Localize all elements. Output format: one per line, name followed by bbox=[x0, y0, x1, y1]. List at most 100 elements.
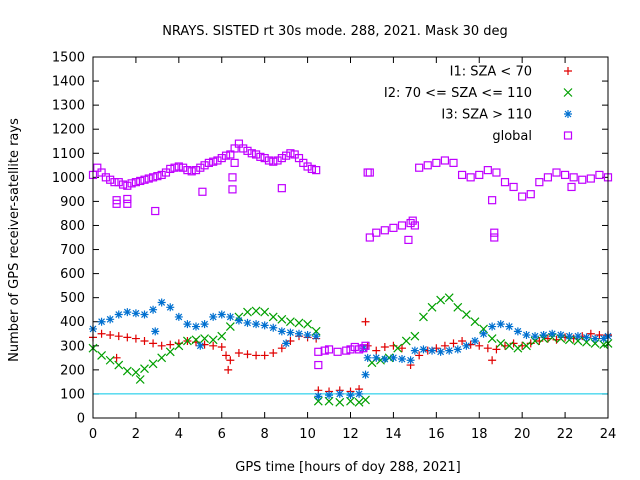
series-0-point bbox=[526, 339, 535, 348]
series-0-point bbox=[222, 351, 231, 360]
legend-marker bbox=[564, 67, 572, 75]
series-3-point bbox=[389, 223, 398, 232]
series-0-point bbox=[226, 356, 235, 365]
series-3-point bbox=[114, 178, 123, 187]
series-2-point bbox=[277, 327, 286, 336]
series-0-point bbox=[123, 333, 132, 342]
series-3-point bbox=[269, 157, 278, 166]
y-tick-label: 1000 bbox=[52, 171, 85, 186]
series-2-point bbox=[410, 346, 419, 355]
x-tick-label: 6 bbox=[218, 427, 226, 442]
y-tick-label: 500 bbox=[60, 291, 85, 306]
series-1-point bbox=[470, 317, 480, 327]
series-1-point bbox=[131, 367, 141, 377]
series-3-point bbox=[123, 181, 132, 190]
series-3-point bbox=[144, 174, 153, 183]
series-3 bbox=[88, 139, 613, 370]
series-2-point bbox=[582, 333, 591, 342]
y-tick-label: 100 bbox=[60, 387, 85, 402]
series-0-point bbox=[166, 340, 175, 349]
series-0-point bbox=[224, 365, 233, 374]
series-1-point bbox=[522, 341, 531, 351]
series-0-point bbox=[209, 341, 218, 350]
y-tick-label: 1400 bbox=[52, 75, 85, 90]
series-3-point bbox=[101, 173, 110, 182]
legend-label: I3: SZA > 110 bbox=[441, 108, 532, 123]
series-1-point bbox=[260, 307, 270, 317]
series-2-point bbox=[151, 327, 160, 336]
series-2-point bbox=[226, 312, 235, 321]
series-3-point bbox=[365, 233, 374, 242]
series-2-point bbox=[97, 317, 106, 326]
series-1-point bbox=[200, 334, 210, 344]
series-3-point bbox=[346, 345, 355, 354]
series-2-point bbox=[573, 332, 582, 341]
series-2-point bbox=[359, 344, 368, 353]
series-3-point bbox=[200, 161, 209, 170]
series-2-point bbox=[286, 328, 295, 337]
y-tick-label: 400 bbox=[60, 315, 85, 330]
series-1-point bbox=[436, 295, 446, 305]
series-0-point bbox=[149, 339, 158, 348]
series-2-point bbox=[346, 391, 355, 400]
series-3-point bbox=[406, 218, 415, 228]
series-0-point bbox=[415, 351, 424, 360]
series-2-point bbox=[372, 353, 381, 362]
y-tick-label: 800 bbox=[60, 219, 85, 234]
series-3-point bbox=[106, 175, 115, 184]
series-1-point bbox=[174, 341, 184, 351]
series-3-point bbox=[526, 190, 535, 199]
legend-marker bbox=[563, 88, 573, 97]
series-3-point bbox=[500, 178, 510, 187]
series-1-point bbox=[504, 341, 514, 351]
series-0-point bbox=[243, 350, 252, 359]
series-2-point bbox=[295, 329, 303, 338]
series-0-point bbox=[501, 341, 509, 350]
series-2-point bbox=[539, 330, 548, 339]
series-3-point bbox=[123, 199, 132, 208]
series-3-point bbox=[578, 175, 587, 184]
legend: I1: SZA < 70 I2: 70 <= SZA <= 110 I3: SZA … bbox=[384, 65, 573, 144]
series-1-point bbox=[135, 375, 145, 384]
series-3-point bbox=[151, 206, 160, 216]
series-1-point bbox=[208, 335, 218, 345]
series-3-point bbox=[226, 150, 235, 159]
series-1-point bbox=[243, 307, 252, 317]
series-3-point bbox=[363, 168, 372, 177]
series-3-point bbox=[170, 163, 179, 172]
series-0-point bbox=[106, 330, 115, 339]
series-3-point bbox=[492, 168, 501, 177]
series-3-point bbox=[123, 194, 132, 204]
series-0-point bbox=[398, 344, 406, 353]
series-3-point bbox=[131, 178, 141, 187]
series-2-point bbox=[149, 305, 158, 314]
series-2-point bbox=[303, 330, 312, 339]
series-2-point bbox=[260, 321, 269, 330]
series-3-point bbox=[136, 176, 145, 186]
x-tick-label: 16 bbox=[428, 427, 445, 442]
series-3-point bbox=[595, 170, 604, 180]
series-2-point bbox=[183, 320, 192, 329]
series-3-point bbox=[110, 178, 119, 187]
series-1-point bbox=[444, 293, 454, 303]
series-2-point bbox=[488, 322, 497, 331]
series-3-point bbox=[586, 174, 595, 183]
x-tick-label: 20 bbox=[514, 427, 531, 442]
series-2-point bbox=[522, 330, 531, 339]
series-0-point bbox=[252, 351, 261, 360]
y-tick-label: 600 bbox=[60, 267, 85, 282]
series-0-point bbox=[131, 334, 140, 343]
series-3-point bbox=[365, 168, 374, 177]
series-1-point bbox=[148, 359, 158, 369]
series-3-point bbox=[174, 162, 183, 171]
series-2-point bbox=[556, 330, 565, 339]
series-1-point bbox=[165, 347, 175, 357]
legend-marker bbox=[563, 131, 573, 140]
series-3-point bbox=[361, 341, 370, 350]
series-2-point bbox=[106, 315, 115, 324]
series-2-point bbox=[140, 310, 149, 319]
series-3-point bbox=[153, 172, 162, 181]
x-tick-label: 22 bbox=[557, 427, 574, 442]
x-tick-label: 2 bbox=[132, 427, 140, 442]
